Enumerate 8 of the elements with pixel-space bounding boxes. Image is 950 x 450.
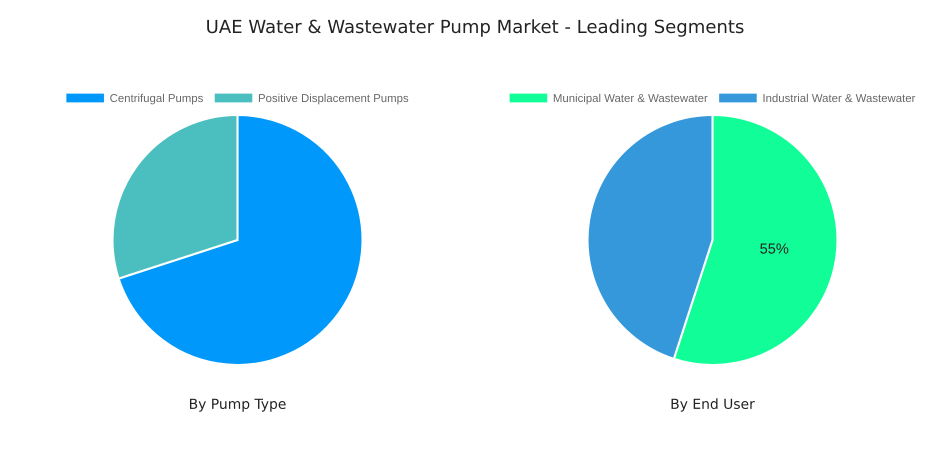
data-label: 55% — [760, 243, 788, 254]
legend-label: Municipal Water & Wastewater — [554, 94, 708, 104]
text: By Pump Type — [190, 398, 286, 412]
legend-label: Industrial Water & Wastewater — [763, 94, 916, 102]
legend-label: Positive Displacement Pumps — [258, 94, 408, 104]
text: By End User — [672, 398, 755, 412]
text: UAE Water & Wastewater Pump Market - Leading Segments — [207, 19, 744, 37]
legend-label: Centrifugal Pumps — [110, 94, 203, 104]
